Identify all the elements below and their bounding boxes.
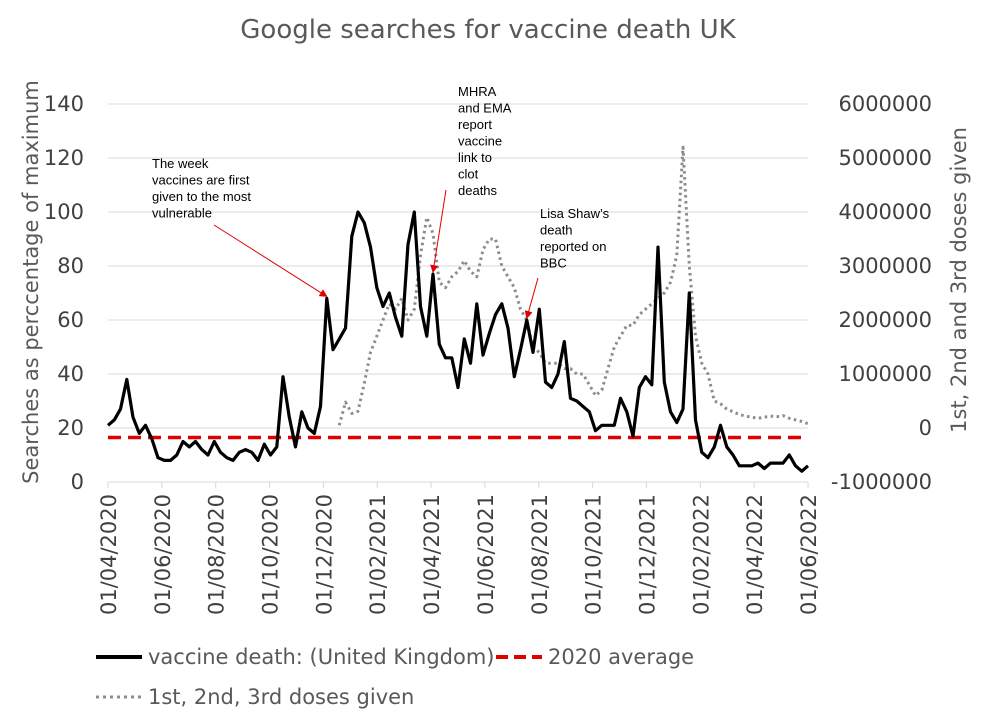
y-left-tick-label: 60 (57, 308, 84, 332)
annotation-arrow (213, 224, 328, 297)
y-left-tick-label: 0 (71, 470, 84, 494)
gridlines (108, 103, 808, 429)
annotation-arrow (524, 277, 539, 319)
annotation-text-line: and EMA (458, 101, 512, 116)
x-tick-label: 01/04/2020 (97, 494, 121, 615)
annotation-text-line: clot (458, 167, 479, 182)
y-left-tick-label: 120 (44, 146, 84, 170)
annotation-text-line: The week (152, 156, 209, 171)
annotation-text-line: reported on (540, 239, 607, 254)
series-vaccine-death (106, 210, 810, 473)
x-tick-label: 01/12/2021 (635, 494, 659, 615)
annotation-text-line: link to (458, 150, 492, 165)
annotation-text-line: deaths (458, 183, 498, 198)
y-left-tick-label: 40 (57, 362, 84, 386)
x-tick-label: 01/06/2020 (151, 494, 175, 615)
y-right-tick-label: 3000000 (838, 254, 932, 278)
annotation-text-line: death (540, 223, 573, 238)
x-tick-label: 01/02/2022 (689, 494, 713, 615)
y-left-tick-label: 140 (44, 92, 84, 116)
legend-label-2020-average: 2020 average (548, 645, 694, 669)
right-axis-label: 1st, 2nd and 3rd doses given (947, 127, 971, 433)
y-right-tick-label: 6000000 (838, 92, 932, 116)
legend-label-doses-given: 1st, 2nd, 3rd doses given (148, 685, 414, 709)
x-tick-label: 01/04/2022 (743, 494, 767, 615)
annotation-text-line: given to the most (152, 189, 251, 204)
x-tick-label: 01/08/2021 (528, 494, 552, 615)
annotation-text-line: report (458, 117, 492, 132)
x-tick-label: 01/10/2021 (582, 494, 606, 615)
left-axis-ticks: 0 20 40 60 80 100 120 140 (44, 92, 84, 494)
annotation-text-line: vulnerable (152, 206, 212, 221)
legend: vaccine death: (United Kingdom) 2020 ave… (96, 645, 694, 709)
series-doses-given (337, 145, 809, 426)
x-tick-label: 01/04/2021 (420, 494, 444, 615)
y-right-tick-label: 0 (919, 416, 932, 440)
series-layer (106, 145, 810, 473)
x-tick-label: 01/08/2020 (205, 494, 229, 615)
y-left-tick-label: 20 (57, 416, 84, 440)
x-axis-ticks: 01/04/2020 01/06/2020 01/08/2020 01/10/2020… (97, 482, 821, 615)
annotation-text-line: Lisa Shaw’s (540, 206, 610, 221)
y-right-tick-label: 1000000 (838, 362, 932, 386)
x-tick-label: 01/02/2021 (366, 494, 390, 615)
annotation-text-line: vaccine (458, 134, 502, 149)
chart-title: Google searches for vaccine death UK (240, 15, 736, 45)
legend-label-vaccine-death: vaccine death: (United Kingdom) (148, 645, 494, 669)
right-axis-ticks: -1000000 0 1000000 2000000 3000000 4000000 500… (831, 92, 932, 494)
left-axis-label: Searches as perccentage of maximum (19, 80, 43, 484)
y-right-tick-label: -1000000 (831, 470, 932, 494)
y-right-tick-label: 4000000 (838, 200, 932, 224)
annotation-text-line: vaccines are first (152, 173, 250, 188)
annotation-text-line: BBC (540, 256, 567, 271)
x-tick-label: 01/12/2020 (312, 494, 336, 615)
y-left-tick-label: 80 (57, 254, 84, 278)
y-right-tick-label: 5000000 (838, 146, 932, 170)
y-left-tick-label: 100 (44, 200, 84, 224)
x-tick-label: 01/10/2020 (259, 494, 283, 615)
y-right-tick-label: 2000000 (838, 308, 932, 332)
x-tick-label: 01/06/2022 (797, 494, 821, 615)
annotation-text-line: MHRA (458, 84, 497, 99)
annotation-arrow (430, 189, 447, 274)
x-tick-label: 01/06/2021 (474, 494, 498, 615)
